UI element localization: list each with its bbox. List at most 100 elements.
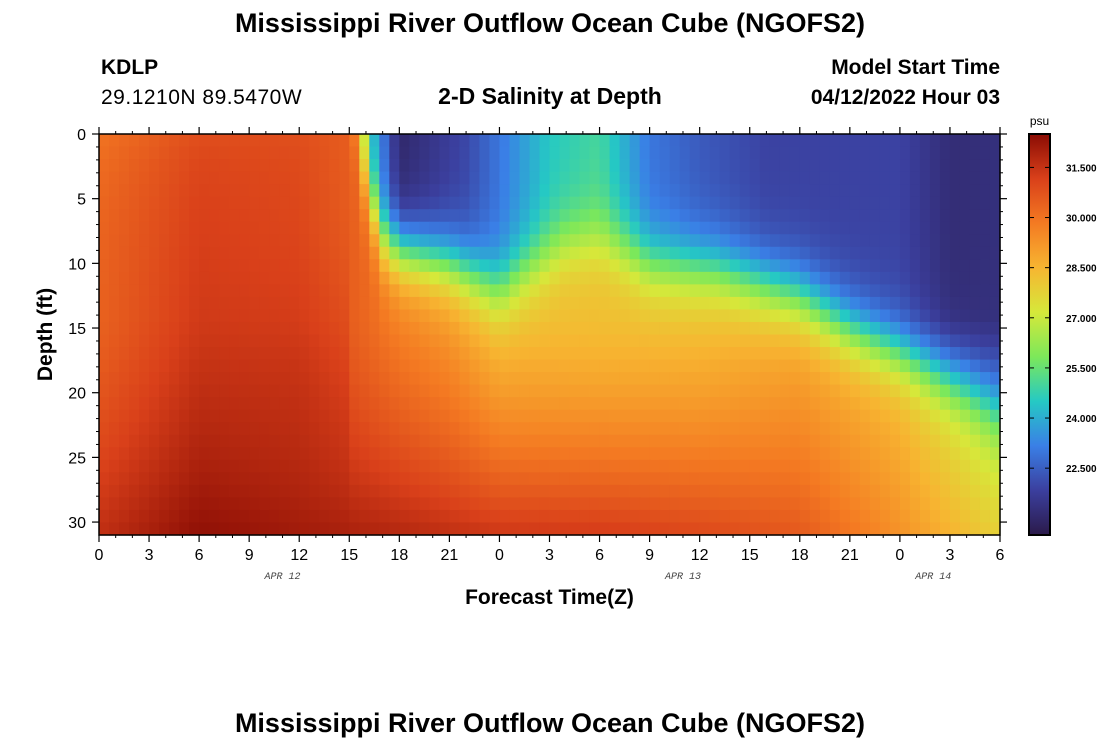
heatmap-cell (389, 434, 400, 448)
heatmap-cell (399, 321, 410, 336)
heatmap-cell (729, 321, 741, 336)
heatmap-cell (449, 334, 460, 348)
heatmap-cell (669, 359, 681, 373)
heatmap-cell (249, 296, 260, 311)
heatmap-cell (129, 359, 140, 373)
heatmap-cell (729, 509, 741, 524)
heatmap-cell (459, 359, 471, 373)
heatmap-cell (809, 497, 821, 511)
heatmap-cell (689, 146, 701, 160)
heatmap-cell (699, 171, 711, 185)
heatmap-cell (279, 184, 290, 198)
heatmap-cell (449, 309, 460, 323)
heatmap-cell (469, 472, 481, 486)
heatmap-cell (379, 347, 390, 361)
heatmap-cell (189, 409, 200, 423)
heatmap-cell (669, 184, 681, 198)
heatmap-cell (779, 246, 791, 260)
heatmap-cell (269, 484, 280, 499)
heatmap-cell (379, 134, 390, 148)
heatmap-cell (309, 246, 320, 260)
heatmap-cell (509, 234, 521, 248)
heatmap-cell (299, 422, 310, 436)
heatmap-cell (839, 246, 851, 260)
heatmap-cell (579, 321, 591, 336)
heatmap-cell (139, 372, 150, 386)
heatmap-cell (859, 221, 871, 235)
heatmap-cell (159, 334, 170, 348)
heatmap-cell (679, 309, 691, 323)
heatmap-cell (239, 159, 250, 173)
heatmap-cell (929, 184, 941, 198)
heatmap-cell (519, 296, 531, 311)
heatmap-cell (449, 372, 460, 386)
heatmap-cell (109, 196, 120, 210)
heatmap-cell (99, 246, 110, 260)
heatmap-cell (609, 522, 621, 536)
heatmap-cell (449, 422, 460, 436)
heatmap-cell (229, 447, 240, 461)
heatmap-cell (949, 347, 961, 361)
heatmap-cell (689, 522, 701, 536)
heatmap-cell (299, 309, 310, 323)
heatmap-cell (449, 484, 460, 499)
heatmap-cell (109, 309, 120, 323)
heatmap-cell (459, 309, 471, 323)
heatmap-cell (829, 472, 841, 486)
heatmap-cell (549, 234, 561, 248)
heatmap-cell (359, 397, 370, 411)
heatmap-cell (849, 134, 861, 148)
heatmap-cell (529, 234, 541, 248)
heatmap-cell (979, 134, 991, 148)
heatmap-cell (799, 509, 811, 524)
heatmap-cell (919, 472, 931, 486)
heatmap-cell (929, 221, 941, 235)
heatmap-cell (459, 246, 471, 260)
heatmap-cell (359, 284, 370, 298)
heatmap-cell (749, 384, 761, 398)
heatmap-cell (219, 397, 230, 411)
heatmap-cell (509, 184, 521, 198)
heatmap-cell (649, 372, 661, 386)
heatmap-cell (479, 209, 491, 223)
heatmap-cell (839, 159, 851, 173)
heatmap-cell (989, 234, 1001, 248)
heatmap-cell (359, 246, 370, 260)
heatmap-cell (669, 284, 681, 298)
heatmap-cell (269, 447, 280, 461)
heatmap-cell (899, 472, 911, 486)
heatmap-cell (279, 522, 290, 536)
heatmap-cell (139, 484, 150, 499)
heatmap-cell (109, 397, 120, 411)
heatmap-cell (559, 284, 571, 298)
heatmap-cell (559, 422, 571, 436)
heatmap-cell (779, 284, 791, 298)
heatmap-cell (869, 384, 881, 398)
heatmap-cell (599, 497, 611, 511)
heatmap-cell (749, 484, 761, 499)
heatmap-cell (869, 472, 881, 486)
heatmap-cell (969, 321, 981, 336)
heatmap-cell (889, 321, 901, 336)
heatmap-cell (649, 209, 661, 223)
heatmap-cell (889, 472, 901, 486)
heatmap-cell (189, 221, 200, 235)
heatmap-cell (659, 134, 671, 148)
heatmap-cell (779, 259, 791, 273)
heatmap-cell (519, 372, 531, 386)
heatmap-cell (719, 221, 731, 235)
heatmap-cell (779, 372, 791, 386)
heatmap-cell (259, 397, 270, 411)
heatmap-cell (329, 522, 340, 536)
heatmap-cell (319, 171, 330, 185)
heatmap-cell (459, 484, 471, 499)
heatmap-cell (739, 372, 751, 386)
heatmap-cell (639, 497, 651, 511)
colorbar-unit: psu (1030, 114, 1049, 128)
heatmap-cell (699, 246, 711, 260)
heatmap-cell (129, 409, 140, 423)
heatmap-cell (849, 409, 861, 423)
heatmap-cell (949, 422, 961, 436)
heatmap-cell (669, 259, 681, 273)
heatmap-cell (989, 384, 1001, 398)
